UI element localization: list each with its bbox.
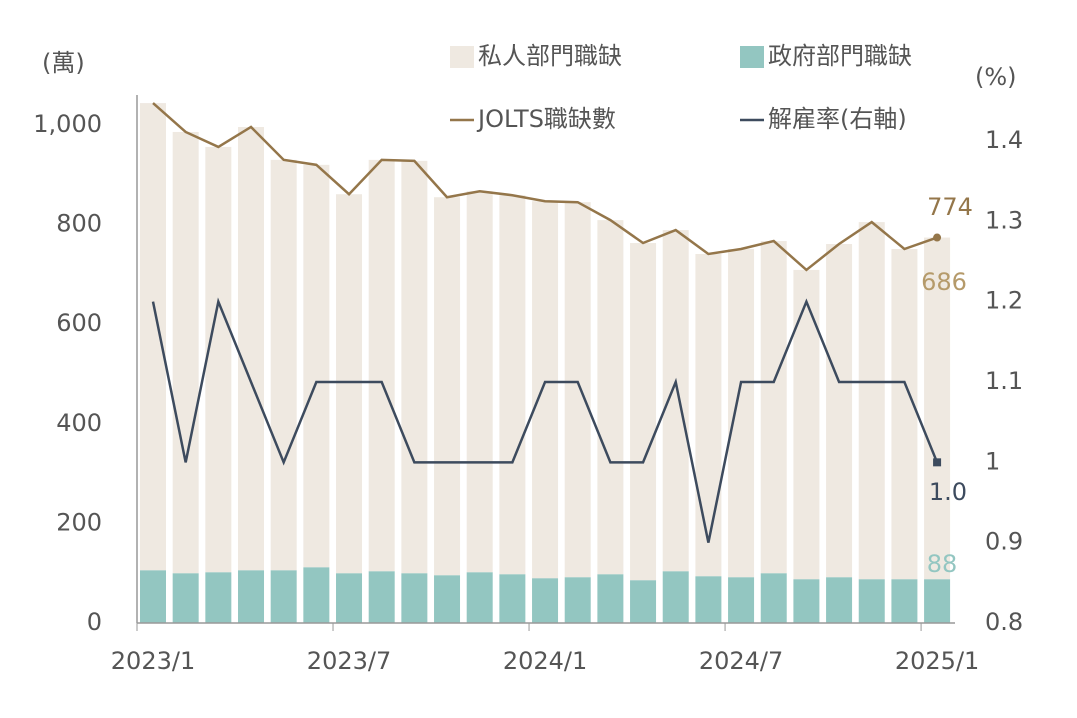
bar [728,249,755,578]
bar [303,164,330,568]
bar [826,244,853,578]
data-label: 88 [927,550,958,578]
bar [303,567,330,623]
bar [532,201,559,579]
legend-label: 解雇率(右軸) [768,105,907,133]
bar [891,579,918,623]
data-label: 686 [921,268,967,296]
bar [597,220,624,575]
x-tick-label: 2025/1 [895,647,979,675]
end-marker [933,233,942,242]
bar [238,126,265,571]
bar [401,573,428,623]
y-tick-label: 1,000 [33,110,102,138]
bar [924,579,951,623]
bar [891,249,918,580]
bar [760,241,787,574]
bar [597,574,624,623]
bar [434,197,461,576]
bar [564,577,591,623]
bar [532,578,559,623]
legend-label: 私人部門職缺 [478,42,622,70]
y-tick-label: 600 [56,309,102,337]
legend-swatch [450,46,474,68]
bar [466,191,493,573]
y2-tick-label: 0.9 [985,528,1023,556]
bar [695,253,722,577]
y2-tick-label: 1.2 [985,287,1023,315]
bar [662,230,689,572]
bar [466,572,493,623]
data-label: 1.0 [929,478,967,506]
y2-axis-label: (%) [975,63,1017,91]
y2-tick-label: 1 [985,447,1000,475]
y2-tick-label: 1.4 [985,126,1023,154]
x-tick-label: 2024/7 [699,647,783,675]
bar [270,570,297,623]
legend-label: 政府部門職缺 [768,42,912,70]
bar [858,222,885,580]
bar [336,194,363,574]
y2-tick-label: 1.1 [985,367,1023,395]
legend-swatch [740,46,764,68]
bar [630,580,657,623]
bar [695,576,722,623]
bar [728,577,755,623]
y-axis-label: (萬) [42,49,85,77]
bar [238,570,265,623]
bar [140,570,166,623]
bar [564,202,591,578]
end-marker [933,458,942,467]
bar [434,575,461,623]
line [151,297,939,543]
bar [401,160,428,574]
y-tick-label: 400 [56,409,102,437]
bar [205,572,232,623]
bar [858,579,885,623]
y-tick-label: 800 [56,210,102,238]
y2-tick-label: 0.8 [985,608,1023,636]
bar [499,574,526,623]
bar [140,103,166,571]
bar [172,131,199,574]
y-tick-label: 200 [56,508,102,536]
bar [760,573,787,623]
bar [336,573,363,623]
bar [368,159,395,572]
bar [172,573,199,623]
y-tick-label: 0 [87,608,102,636]
bar [826,577,853,623]
bar [270,159,297,571]
bar [499,195,526,575]
bar [793,579,820,623]
bar [368,571,395,623]
legend-label: JOLTS職缺數 [476,105,616,133]
bar [205,146,232,573]
y2-tick-label: 1.3 [985,206,1023,234]
bar [630,243,657,581]
x-tick-label: 2023/1 [111,647,195,675]
bar [924,237,951,580]
bar [662,571,689,623]
x-tick-label: 2023/7 [307,647,391,675]
x-tick-label: 2024/1 [503,647,587,675]
bar [793,269,820,580]
line [152,102,938,272]
data-label: 774 [927,193,973,221]
